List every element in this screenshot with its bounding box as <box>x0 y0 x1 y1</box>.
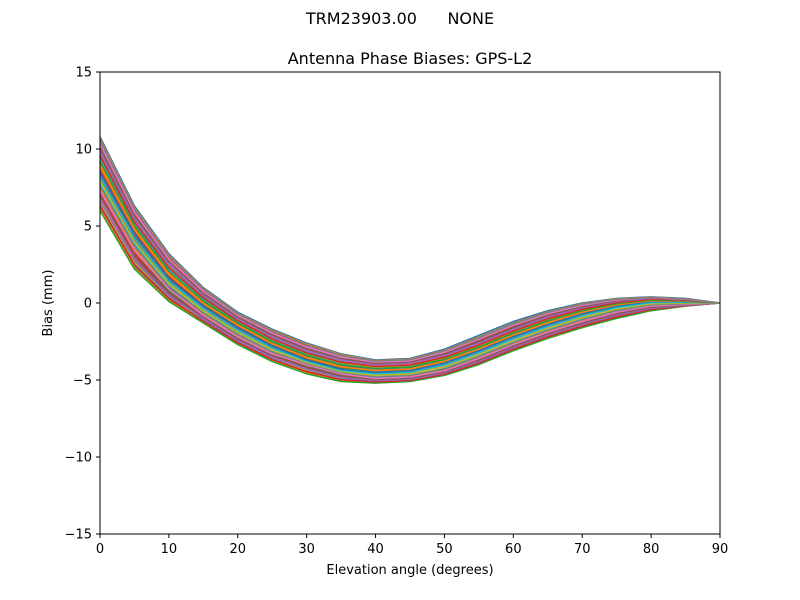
series-line-az-330-interp-3 <box>99 139 721 362</box>
series-line-az-240-interp-2 <box>99 200 721 382</box>
y-tick-label: 0 <box>84 297 92 312</box>
series-line-az-300-interp-1 <box>99 166 721 372</box>
y-tick-label: 5 <box>84 220 92 235</box>
y-axis-ticks: −15 −10 −5 0 5 10 15 <box>65 66 100 543</box>
x-tick-label: 40 <box>367 542 384 557</box>
series-line-az-270 <box>99 190 721 380</box>
y-axis-label: Bias (mm) <box>41 270 56 337</box>
series-line-az-240-interp-1 <box>99 205 721 383</box>
series-layer <box>99 136 721 384</box>
x-tick-label: 30 <box>298 542 315 557</box>
series-line-az-330 <box>99 150 721 366</box>
x-tick-label: 60 <box>505 542 522 557</box>
series-line-az-300 <box>99 171 721 374</box>
series-line-az-240 <box>99 210 721 384</box>
y-tick-label: 15 <box>75 66 92 81</box>
chart-title: Antenna Phase Biases: GPS-L2 <box>288 49 533 68</box>
y-tick-label: −5 <box>73 374 92 389</box>
x-tick-label: 10 <box>161 542 178 557</box>
x-tick-label: 80 <box>643 542 660 557</box>
y-tick-label: 10 <box>75 143 92 158</box>
x-tick-label: 50 <box>436 542 453 557</box>
x-axis-label: Elevation angle (degrees) <box>326 563 493 578</box>
y-tick-label: −15 <box>65 528 92 543</box>
series-line-az-270-interp-3 <box>99 176 721 375</box>
series-line-az-300-interp-3 <box>99 155 721 368</box>
series-line-az-300-interp-2 <box>99 160 721 370</box>
series-line-az-270-interp-2 <box>99 180 720 377</box>
figure-suptitle: TRM23903.00 NONE <box>305 9 494 28</box>
x-tick-label: 90 <box>712 542 729 557</box>
x-tick-label: 70 <box>574 542 591 557</box>
series-line-az-240-interp-3 <box>99 195 721 381</box>
x-tick-label: 0 <box>96 542 104 557</box>
x-axis-ticks: 0 10 20 30 40 50 60 70 80 90 <box>96 534 728 557</box>
y-tick-label: −10 <box>65 451 92 466</box>
series-line-az-330-interp-1 <box>99 146 721 365</box>
series-line-az-270-interp-1 <box>99 185 721 378</box>
x-tick-label: 20 <box>230 542 247 557</box>
series-line-az-330-interp-2 <box>99 143 721 364</box>
